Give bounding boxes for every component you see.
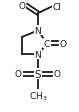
Text: O: O bbox=[19, 2, 26, 11]
Text: S: S bbox=[35, 69, 41, 79]
Text: Cl: Cl bbox=[52, 3, 61, 12]
Text: O: O bbox=[15, 70, 22, 79]
Text: CH$_3$: CH$_3$ bbox=[29, 89, 47, 102]
Text: O: O bbox=[59, 40, 66, 48]
Text: O: O bbox=[54, 70, 61, 79]
Text: N: N bbox=[35, 27, 41, 36]
Text: C: C bbox=[44, 40, 50, 48]
Text: N: N bbox=[35, 50, 41, 59]
